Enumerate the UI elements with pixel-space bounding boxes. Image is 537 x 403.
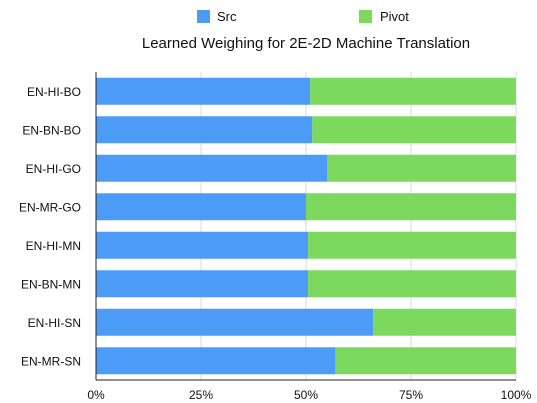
y-axis-labels: EN-HI-BO EN-BN-BO EN-HI-GO EN-MR-GO EN-HI-MN…	[19, 85, 81, 369]
y-tick-label-0: EN-HI-BO	[27, 85, 81, 99]
bars	[96, 77, 516, 375]
bar-pivot-7	[335, 347, 516, 375]
y-tick-label-2: EN-HI-GO	[26, 162, 81, 176]
bar-src-7	[96, 347, 336, 375]
y-tick-label-7: EN-MR-SN	[21, 354, 81, 368]
bar-pivot-0	[310, 77, 516, 105]
bar-src-5	[96, 270, 309, 298]
bar-src-0	[96, 77, 311, 105]
legend-label-pivot: Pivot	[380, 9, 409, 24]
y-tick-label-3: EN-MR-GO	[19, 200, 81, 214]
y-tick-label-5: EN-BN-MN	[21, 277, 81, 291]
y-tick-label-6: EN-HI-SN	[28, 316, 81, 330]
x-axis-labels: 0% 25% 50% 75% 100%	[87, 388, 531, 402]
bar-src-2	[96, 154, 327, 182]
bar-pivot-6	[373, 308, 516, 336]
bar-pivot-3	[306, 193, 516, 221]
bar-src-3	[96, 193, 306, 221]
bar-pivot-5	[308, 270, 516, 298]
legend-swatch-pivot	[359, 10, 372, 23]
bar-src-1	[96, 116, 313, 144]
x-tick-label-4: 100%	[501, 388, 532, 402]
legend-swatch-src	[197, 10, 210, 23]
x-tick-label-0: 0%	[87, 388, 105, 402]
y-tick-label-1: EN-BN-BO	[22, 123, 81, 137]
legend: Src Pivot	[197, 9, 409, 24]
x-tick-label-3: 75%	[399, 388, 423, 402]
bar-src-6	[96, 308, 374, 336]
y-tick-label-4: EN-HI-MN	[26, 239, 81, 253]
bar-pivot-1	[312, 116, 516, 144]
legend-label-src: Src	[217, 9, 237, 24]
bar-src-4	[96, 231, 309, 259]
bar-pivot-2	[327, 154, 516, 182]
x-tick-label-2: 50%	[294, 388, 318, 402]
x-tick-label-1: 25%	[189, 388, 213, 402]
chart-title: Learned Weighing for 2E-2D Machine Trans…	[142, 35, 470, 52]
bar-pivot-4	[308, 231, 516, 259]
